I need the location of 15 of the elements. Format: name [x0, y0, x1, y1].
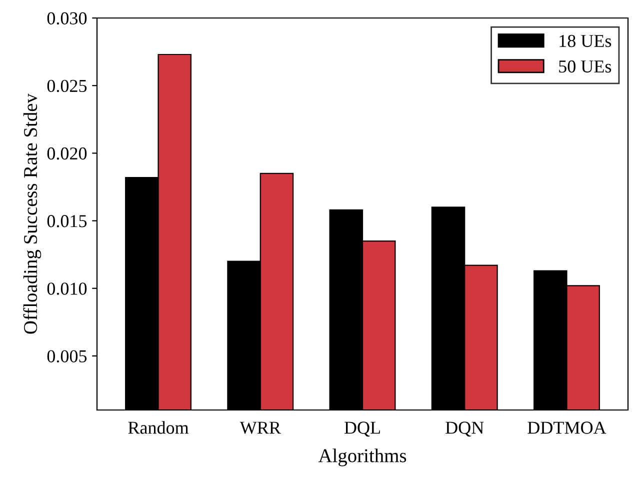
x-tick-label: Random — [128, 421, 189, 434]
x-tick-label: DQL — [344, 422, 380, 437]
x-tick-label: WRR — [240, 422, 281, 434]
y-tick-label: 0.020 — [47, 147, 87, 160]
x-tick-label: DDTMOA — [528, 422, 606, 434]
y-tick-label: 0.015 — [47, 215, 87, 228]
y-tick-label: 0.030 — [47, 12, 87, 25]
x-axis-title: Algorithms — [318, 448, 406, 466]
y-tick-label: 0.010 — [47, 282, 87, 295]
legend-label: 18 UEs — [560, 34, 612, 48]
y-tick-label: 0.005 — [47, 350, 87, 362]
y-axis-title: Offloading Success Rate Stdev — [23, 93, 42, 334]
x-tick-label: DQN — [446, 422, 484, 437]
y-tick-label: 0.025 — [47, 80, 87, 92]
legend-label: 50 UEs — [559, 60, 612, 73]
